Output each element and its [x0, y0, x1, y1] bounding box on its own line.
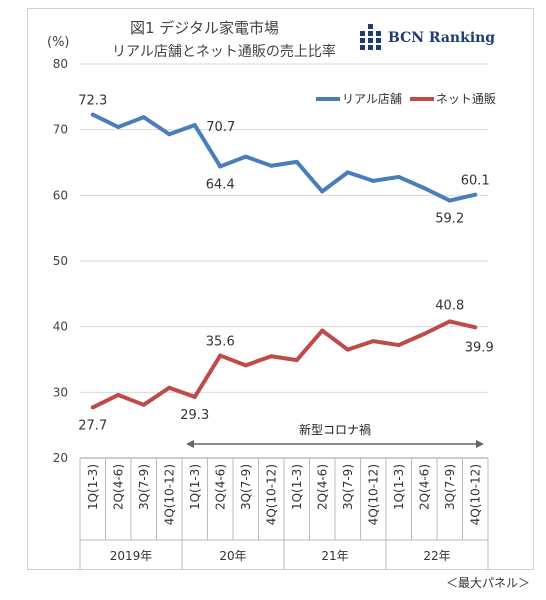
data-point — [141, 402, 146, 407]
legend-label-net: ネット通販 — [435, 92, 496, 106]
data-point — [269, 163, 274, 168]
year-group-label: 2019年 — [110, 549, 153, 563]
y-tick-label: 70 — [53, 123, 68, 137]
data-point — [243, 363, 248, 368]
data-point — [218, 353, 223, 358]
data-point — [243, 154, 248, 159]
data-point — [447, 198, 452, 203]
data-point — [371, 339, 376, 344]
x-tick-label: 3Q(7-9) — [137, 464, 151, 510]
data-point — [396, 174, 401, 179]
footer-note: ＜最大パネル＞ — [445, 576, 530, 590]
x-tick-label: 4Q(10-12) — [468, 464, 482, 525]
annotation-arrowhead-left — [186, 440, 194, 448]
legend-item-net: ネット通販 — [409, 90, 496, 107]
chart-frame — [27, 8, 534, 570]
y-tick-label: 40 — [53, 320, 68, 334]
y-tick-label: 20 — [53, 451, 68, 465]
data-label: 70.7 — [206, 120, 235, 135]
data-point — [90, 112, 95, 117]
brand-name: BCN Ranking — [388, 30, 496, 46]
data-label: 29.3 — [180, 408, 209, 423]
data-point — [320, 189, 325, 194]
x-tick-label: 2Q(4-6) — [111, 464, 125, 510]
data-label: 40.8 — [435, 298, 464, 313]
data-point — [396, 343, 401, 348]
x-tick-label: 1Q(1-3) — [392, 464, 406, 510]
data-point — [192, 394, 197, 399]
annotation-arrowhead-right — [476, 440, 484, 448]
y-tick-label: 30 — [53, 385, 68, 399]
y-axis-unit: (%) — [47, 35, 70, 50]
data-point — [473, 192, 478, 197]
data-point — [422, 331, 427, 336]
x-tick-label: 2Q(4-6) — [213, 464, 227, 510]
brand-icon — [360, 24, 381, 50]
y-tick-label: 80 — [53, 57, 68, 71]
x-tick-label: 4Q(10-12) — [366, 464, 380, 525]
data-point — [294, 358, 299, 363]
legend-label-real: リアル店舗 — [342, 92, 402, 106]
series-line-real — [91, 112, 476, 203]
data-point — [269, 354, 274, 359]
data-point — [192, 123, 197, 128]
data-point — [422, 186, 427, 191]
data-label: 35.6 — [206, 335, 235, 350]
data-label: 72.3 — [78, 94, 107, 109]
data-label: 39.9 — [465, 340, 494, 355]
legend: リアル店舗 ネット通販 — [316, 90, 504, 107]
data-label: 60.1 — [461, 174, 490, 189]
data-point — [116, 392, 121, 397]
annotation-label: 新型コロナ禍 — [299, 422, 371, 437]
x-tick-label: 4Q(10-12) — [162, 464, 176, 525]
data-label: 64.4 — [206, 177, 235, 192]
data-point — [90, 405, 95, 410]
chart-title: 図1 デジタル家電市場 — [130, 19, 280, 37]
chart-subtitle: リアル店舗とネット通販の売上比率 — [112, 44, 336, 60]
data-label: 27.7 — [78, 418, 107, 433]
x-tick-label: 2Q(4-6) — [315, 464, 329, 510]
y-tick-label: 60 — [53, 188, 68, 202]
x-tick-label: 1Q(1-3) — [188, 464, 202, 510]
data-point — [473, 325, 478, 330]
data-point — [371, 178, 376, 183]
x-tick-label: 2Q(4-6) — [417, 464, 431, 510]
data-point — [320, 328, 325, 333]
data-point — [141, 115, 146, 120]
series-line-net — [91, 319, 476, 410]
x-tick-label: 3Q(7-9) — [443, 464, 457, 510]
legend-item-real: リアル店舗 — [316, 90, 402, 107]
data-point — [167, 132, 172, 137]
brand-logo: BCN Ranking — [360, 24, 495, 52]
data-point — [345, 347, 350, 352]
x-tick-label: 1Q(1-3) — [290, 464, 304, 510]
x-tick-label: 3Q(7-9) — [239, 464, 253, 510]
legend-swatch-net — [409, 96, 434, 101]
data-point — [218, 164, 223, 169]
data-label: 59.2 — [435, 212, 464, 227]
data-point — [294, 159, 299, 164]
data-point — [116, 125, 121, 130]
y-tick-label: 50 — [53, 254, 68, 268]
year-group-label: 22年 — [423, 549, 450, 563]
data-point — [345, 170, 350, 175]
x-tick-label: 1Q(1-3) — [86, 464, 100, 510]
year-group-label: 21年 — [321, 549, 348, 563]
year-group-label: 20年 — [219, 549, 246, 563]
x-tick-label: 3Q(7-9) — [341, 464, 355, 510]
data-point — [167, 385, 172, 390]
x-tick-label: 4Q(10-12) — [264, 464, 278, 525]
data-point — [447, 319, 452, 324]
legend-swatch-real — [316, 96, 340, 101]
